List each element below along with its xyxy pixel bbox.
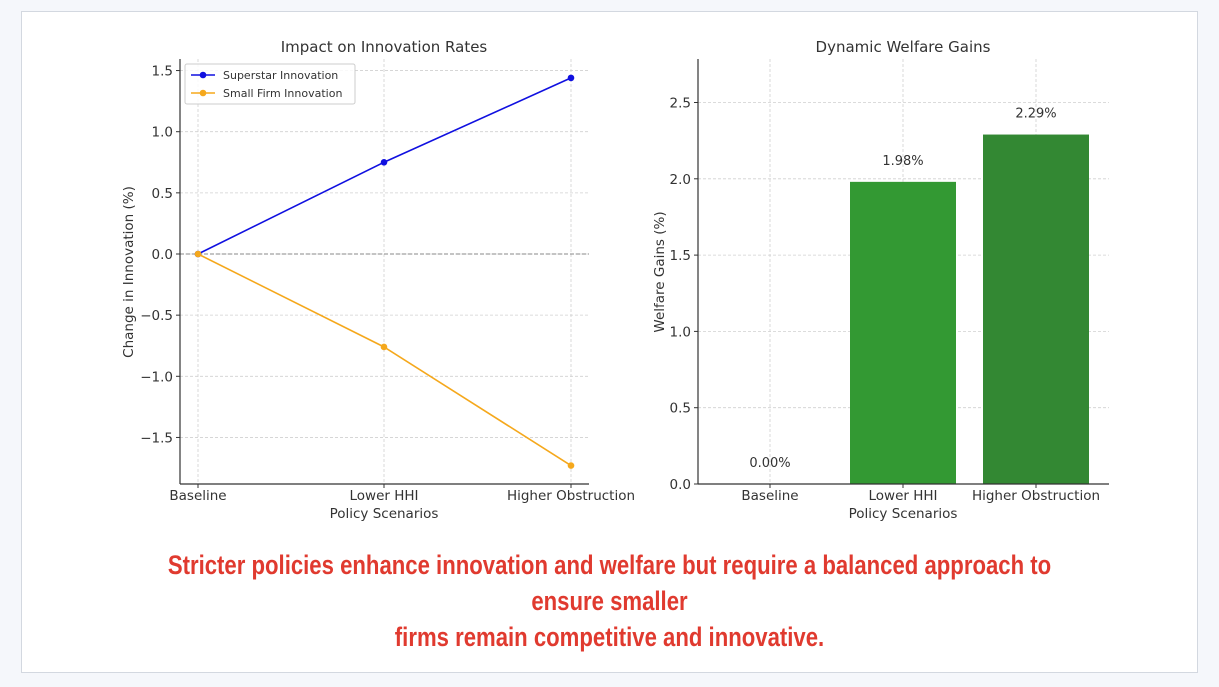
bar-ytick-label: 0.5 — [670, 401, 691, 417]
data-point-small-firm — [567, 462, 575, 469]
legend-box — [184, 63, 356, 105]
bar-ytick-label: 2.0 — [670, 172, 691, 188]
data-point-superstar — [380, 158, 388, 166]
line-ytick-label: 0.5 — [152, 186, 173, 202]
line-ytick-label: 1.5 — [152, 64, 173, 80]
legend-superstar-label: Superstar Innovation — [223, 69, 338, 82]
data-point-superstar — [567, 74, 575, 82]
legend-small-firm-marker — [199, 89, 207, 97]
legend-small-firm-label: Small Firm Innovation — [223, 87, 342, 100]
caption: Stricter policies enhance innovation and… — [159, 547, 1060, 655]
bar-lower-hhi — [850, 181, 956, 485]
bar-data-label: 2.29% — [1015, 107, 1056, 122]
bar-plot-area: 0.0 0.5 1.0 1.5 2.0 2.5 0.00% 1.98% 2.29% Baselin… — [670, 59, 1109, 504]
line-chart-ylabel: Change in Innovation (%) — [121, 186, 137, 358]
line-ytick-label: 0.0 — [152, 247, 173, 263]
line-ytick-label: −1.5 — [140, 430, 173, 446]
bar-data-label: 1.98% — [882, 154, 923, 169]
line-ytick-label: 1.0 — [152, 125, 173, 141]
data-point-small-firm — [380, 343, 388, 351]
data-point-small-firm — [194, 250, 202, 258]
line-chart-legend: Superstar Innovation Small Firm Innovati… — [184, 63, 356, 105]
bar-ytick-label: 2.5 — [670, 96, 691, 112]
bar-chart-xlabel: Policy Scenarios — [849, 506, 958, 522]
caption-line-1: Stricter policies enhance innovation and… — [167, 550, 1052, 616]
line-chart-title: Impact on Innovation Rates — [281, 38, 488, 56]
line-xtick-label: Baseline — [169, 488, 226, 504]
line-plot-area: 1.5 1.0 0.5 0.0 −0.5 −1.0 −1.5 Baseline Lower HH… — [140, 59, 635, 504]
bar-xtick-label: Lower HHI — [868, 488, 937, 504]
bar-data-label: 0.00% — [749, 456, 790, 471]
line-chart-xlabel: Policy Scenarios — [330, 506, 439, 522]
series-line-small-firm — [197, 253, 572, 467]
bar-ytick-label: 0.0 — [670, 477, 691, 493]
line-xtick-label: Higher Obstruction — [507, 488, 635, 504]
bar-xtick-label: Baseline — [741, 488, 798, 504]
line-ytick-label: −0.5 — [140, 308, 173, 324]
caption-line-2: firms remain competitive and innovative. — [394, 622, 825, 652]
bar-ytick-label: 1.0 — [670, 324, 691, 340]
legend-superstar-marker — [199, 71, 207, 79]
bar-xtick-label: Higher Obstruction — [972, 488, 1100, 504]
bar-ytick-label: 1.5 — [670, 248, 691, 264]
line-xtick-label: Lower HHI — [349, 488, 418, 504]
bar-chart-title: Dynamic Welfare Gains — [816, 38, 991, 56]
line-ytick-label: −1.0 — [140, 369, 173, 385]
bar-chart-ylabel: Welfare Gains (%) — [652, 211, 668, 332]
bar-higher-obstruction — [983, 134, 1089, 484]
